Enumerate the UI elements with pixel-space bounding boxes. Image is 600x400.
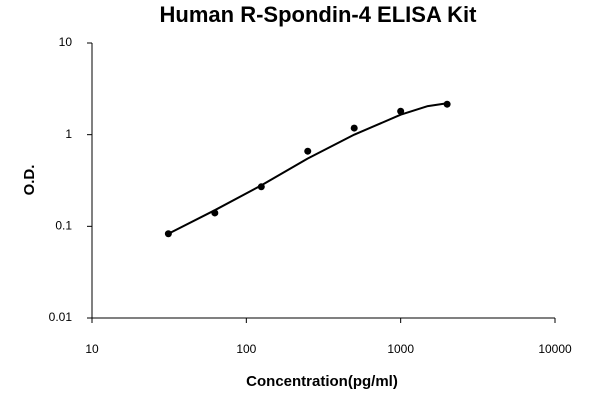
y-tick-label: 0.1 <box>55 219 72 233</box>
x-tick-label: 1000 <box>387 342 414 356</box>
y-axis-label: O.D. <box>21 165 38 196</box>
data-point <box>350 124 358 132</box>
x-tick-label: 10000 <box>538 342 572 356</box>
y-tick-label: 0.01 <box>49 310 73 324</box>
y-tick-label: 1 <box>65 127 72 141</box>
fit-curve <box>167 102 448 235</box>
data-point <box>304 147 312 155</box>
data-point <box>397 107 405 115</box>
chart-title: Human R-Spondin-4 ELISA Kit <box>160 2 478 27</box>
y-tick-label: 10 <box>59 35 73 49</box>
x-tick-label: 10 <box>85 342 99 356</box>
x-tick-label: 100 <box>236 342 256 356</box>
x-axis-label: Concentration(pg/ml) <box>246 373 398 390</box>
